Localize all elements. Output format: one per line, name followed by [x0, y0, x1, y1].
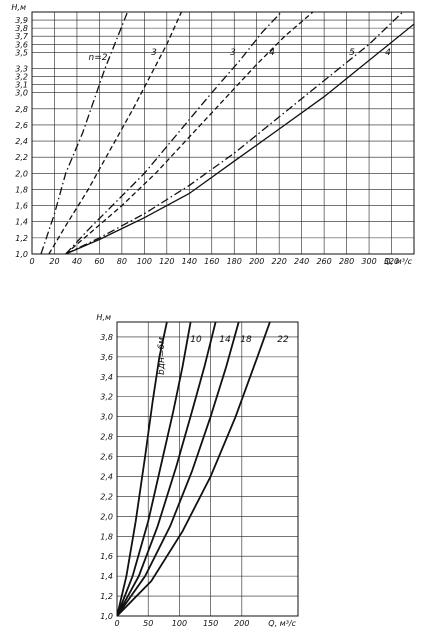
- y-tick-label: 3,2: [15, 73, 28, 82]
- x-tick-label: 50: [143, 619, 153, 628]
- series-label-6: 4: [385, 48, 391, 58]
- y-tick-label: 1,6: [15, 202, 28, 211]
- y-axis-title: H,м: [96, 313, 111, 322]
- y-tick-label: 3,8: [15, 24, 28, 33]
- y-tick-label: 3,5: [15, 48, 28, 57]
- x-tick-label: 180: [227, 257, 242, 266]
- x-axis-title: Q, м³/с: [268, 619, 296, 628]
- series-label-4: 4: [269, 48, 275, 58]
- y-tick-label: 1,8: [100, 532, 113, 541]
- y-tick-label: 2,8: [100, 433, 113, 442]
- series-line-3: [65, 12, 282, 254]
- x-tick-label: 200: [249, 257, 264, 266]
- y-tick-label: 1,4: [15, 218, 28, 227]
- y-tick-label: 2,8: [15, 105, 28, 114]
- series-label-2: 3: [151, 48, 157, 58]
- y-tick-label: 1,4: [100, 572, 113, 581]
- y-tick-label: 1,0: [15, 250, 28, 259]
- x-tick-label: 100: [137, 257, 152, 266]
- x-tick-label: 0: [114, 619, 119, 628]
- series-label-2: 10: [190, 335, 202, 345]
- x-axis-title: Q, м³/с: [384, 257, 412, 266]
- y-tick-label: 3,0: [100, 413, 113, 422]
- series-label-5: 5: [349, 48, 355, 58]
- x-tick-label: 20: [49, 257, 59, 266]
- y-tick-label: 2,2: [15, 153, 28, 162]
- y-tick-label: 3,8: [100, 333, 113, 342]
- x-tick-label: 240: [294, 257, 309, 266]
- y-tick-label: 2,0: [15, 169, 28, 178]
- series-line-5: [65, 12, 404, 254]
- x-tick-label: 280: [339, 257, 354, 266]
- series-line-4: [65, 12, 314, 254]
- x-tick-label: 140: [182, 257, 197, 266]
- series-line-5: [117, 322, 271, 616]
- series-label-1: bдн=6м: [157, 337, 167, 375]
- y-tick-label: 2,6: [15, 121, 28, 130]
- y-tick-label: 1,0: [100, 612, 113, 621]
- series-line-1: [117, 322, 168, 616]
- series-line-3: [117, 322, 217, 616]
- plot-frame: [31, 11, 415, 255]
- series-label-3: 14: [219, 335, 231, 345]
- x-tick-label: 160: [204, 257, 219, 266]
- y-tick-label: 1,2: [100, 592, 113, 601]
- x-tick-label: 200: [234, 619, 249, 628]
- x-tick-label: 120: [159, 257, 174, 266]
- x-tick-label: 60: [94, 257, 104, 266]
- series-line-6: [65, 23, 414, 254]
- series-line-1: [40, 12, 129, 254]
- y-tick-label: 1,6: [100, 552, 113, 561]
- y-tick-label: 2,4: [100, 472, 113, 481]
- y-tick-label: 3,1: [15, 81, 28, 90]
- x-tick-label: 150: [203, 619, 218, 628]
- x-tick-label: 260: [316, 257, 331, 266]
- series-label-1: n=2: [89, 53, 108, 63]
- y-tick-label: 1,8: [15, 185, 28, 194]
- y-tick-label: 3,2: [100, 393, 113, 402]
- x-tick-label: 80: [117, 257, 127, 266]
- y-tick-label: 1,2: [15, 234, 28, 243]
- series-line-2: [48, 12, 182, 254]
- y-tick-label: 3,6: [100, 353, 113, 362]
- y-tick-label: 2,0: [100, 512, 113, 521]
- x-tick-label: 40: [72, 257, 82, 266]
- series-label-4: 18: [240, 335, 252, 345]
- y-tick-label: 3,7: [15, 32, 29, 41]
- y-tick-label: 3,0: [15, 89, 28, 98]
- y-tick-label: 2,2: [100, 492, 113, 501]
- series-label-5: 22: [277, 335, 289, 345]
- y-tick-label: 3,3: [15, 64, 28, 73]
- series-line-4: [117, 322, 240, 616]
- y-tick-label: 2,6: [100, 453, 113, 462]
- series-line-2: [117, 322, 192, 616]
- x-tick-label: 320: [384, 257, 399, 266]
- x-tick-label: 300: [361, 257, 376, 266]
- y-axis-title: H,м: [11, 3, 26, 12]
- series-label-3: 3: [230, 48, 236, 58]
- y-tick-label: 3,6: [15, 40, 28, 49]
- x-tick-label: 0: [29, 257, 34, 266]
- y-tick-label: 2,4: [15, 137, 28, 146]
- y-tick-label: 3,9: [15, 16, 28, 25]
- plot-frame: [116, 321, 299, 617]
- x-tick-label: 100: [172, 619, 187, 628]
- y-tick-label: 3,4: [100, 373, 113, 382]
- x-tick-label: 220: [272, 257, 287, 266]
